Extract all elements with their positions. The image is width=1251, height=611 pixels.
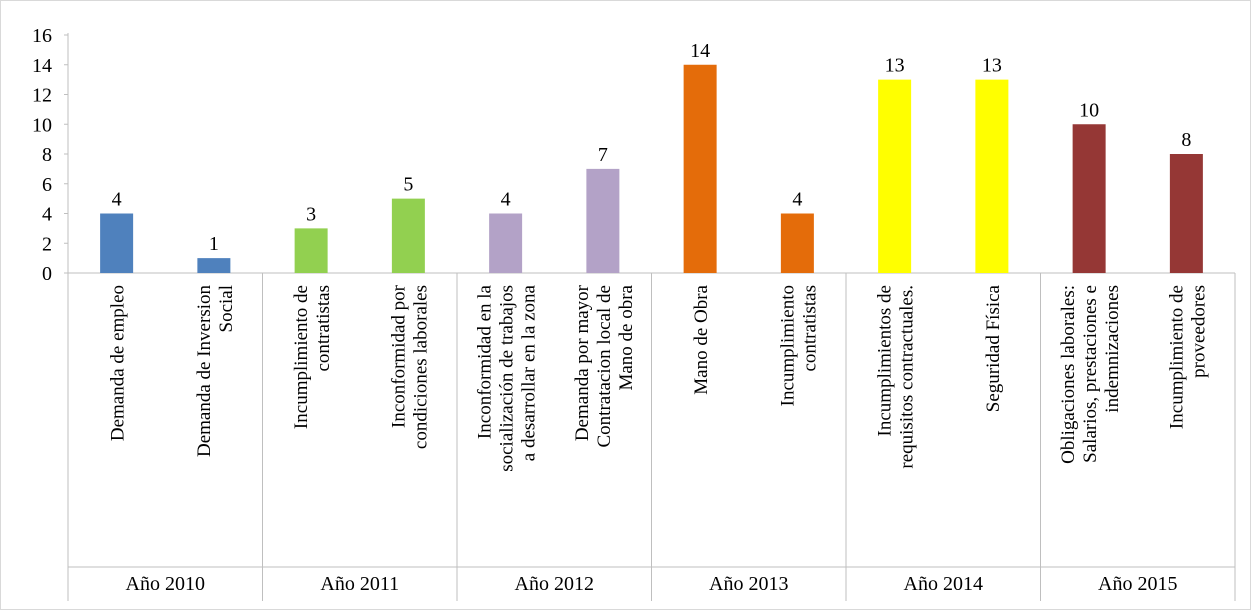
category-label-line: Demanda de Inversion <box>194 285 215 457</box>
category-label-line: requisitos contractuales. <box>897 285 918 469</box>
bar <box>1169 154 1203 273</box>
y-tick-label: 10 <box>32 114 52 136</box>
group-label: Año 2011 <box>320 573 399 595</box>
y-tick-label: 6 <box>42 174 52 196</box>
data-label: 7 <box>598 144 608 166</box>
data-label: 10 <box>1079 99 1099 121</box>
category-label-line: Demanda de empleo <box>108 285 129 441</box>
bar <box>100 213 134 273</box>
category-label: Demanda de InversionSocial <box>194 285 237 457</box>
bar <box>878 79 912 273</box>
data-label: 8 <box>1181 129 1191 151</box>
category-label-line: Contratacion local de <box>594 285 615 448</box>
category-label-line: Inconformidad por <box>388 284 409 428</box>
bar <box>683 64 717 273</box>
y-tick-label: 12 <box>32 85 52 107</box>
category-label: Inconformidad porcondiciones laborales <box>388 284 431 449</box>
category-label: Incumplimientos derequisitos contractual… <box>875 285 918 469</box>
bar <box>197 258 231 273</box>
data-label: 1 <box>209 233 219 255</box>
category-label-line: Obligaciones laborales: <box>1058 285 1079 464</box>
category-label: Inconformidad en lasocialización de trab… <box>475 284 540 471</box>
data-label: 4 <box>112 189 122 211</box>
category-label-line: Inconformidad en la <box>475 284 496 439</box>
bar <box>586 168 620 273</box>
category-label-line: Mano de obra <box>616 284 637 390</box>
group-label: Año 2014 <box>904 573 983 595</box>
y-tick-label: 8 <box>42 144 52 166</box>
data-label: 4 <box>792 189 802 211</box>
category-label: Incumplimiento deproveedores <box>1166 285 1209 429</box>
group-label: Año 2013 <box>709 573 788 595</box>
data-label: 4 <box>501 189 511 211</box>
category-label-line: indemnizaciones <box>1102 285 1123 413</box>
category-label: Demanda de empleo <box>108 285 129 441</box>
data-label: 3 <box>306 203 316 225</box>
bar <box>1072 124 1106 273</box>
data-label: 14 <box>690 40 710 62</box>
y-tick-label: 14 <box>32 55 52 77</box>
category-label-line: Incumplimiento de <box>291 285 312 429</box>
category-label-line: proveedores <box>1188 285 1209 378</box>
category-label-line: Incumplimiento <box>777 285 798 406</box>
bar <box>489 213 523 273</box>
category-label-line: a desarrollar en la zona <box>519 284 540 461</box>
y-tick-label: 2 <box>42 233 52 255</box>
group-label: Año 2012 <box>515 573 594 595</box>
category-label: Seguridad Física <box>983 284 1004 412</box>
y-tick-label: 16 <box>32 25 52 47</box>
category-label: Obligaciones laborales:Salarios, prestac… <box>1058 285 1123 464</box>
data-label: 13 <box>885 55 905 77</box>
category-label: Mano de Obra <box>691 284 712 394</box>
category-label-line: Seguridad Física <box>983 284 1004 412</box>
bar <box>780 213 814 273</box>
bar <box>294 228 328 273</box>
category-label-line: Demanda por mayor <box>572 284 593 441</box>
category-label-line: socialización de trabajos <box>497 285 518 472</box>
group-label: Año 2015 <box>1098 573 1177 595</box>
category-label-line: Incumplimiento de <box>1166 285 1187 429</box>
bar <box>391 198 425 273</box>
category-label: Incumplimientocontratistas <box>777 285 820 406</box>
category-label-line: contratistas <box>313 285 334 372</box>
category-label-line: Mano de Obra <box>691 284 712 394</box>
category-label-line: condiciones laborales <box>410 285 431 449</box>
data-label: 5 <box>403 174 413 196</box>
group-label: Año 2010 <box>126 573 205 595</box>
category-label: Incumplimiento decontratistas <box>291 285 334 429</box>
y-tick-label: 0 <box>42 263 52 285</box>
y-tick-label: 4 <box>42 204 52 226</box>
category-label-line: Incumplimientos de <box>875 285 896 436</box>
category-label-line: Salarios, prestaciones e <box>1080 285 1101 463</box>
data-label: 13 <box>982 55 1002 77</box>
category-label: Demanda por mayorContratacion local deMa… <box>572 284 637 447</box>
category-label-line: contratistas <box>799 285 820 372</box>
category-label-line: Social <box>216 285 237 333</box>
bar <box>975 79 1009 273</box>
